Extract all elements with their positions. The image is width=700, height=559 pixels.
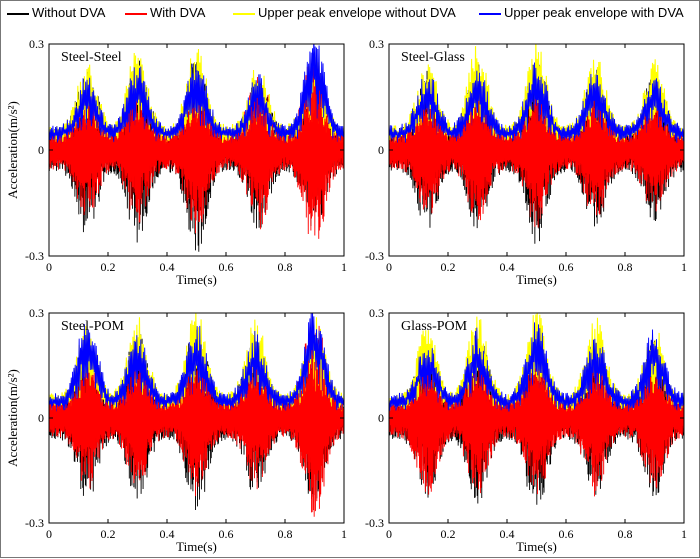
panel-title: Steel-Glass [401, 50, 465, 65]
x-tick-label: 1 [341, 260, 347, 274]
x-tick-label: 0 [386, 527, 392, 541]
y-axis-title: Acceleration(m/s²) [5, 369, 20, 467]
plot-area [389, 313, 684, 505]
x-tick-label: 0.4 [500, 260, 515, 274]
x-tick-label: 0.6 [219, 527, 234, 541]
y-tick-label: 0.3 [369, 37, 384, 51]
legend: Without DVA With DVA Upper peak envelope… [1, 3, 700, 25]
x-tick-label: 0 [46, 527, 52, 541]
x-tick-label: 0.6 [559, 260, 574, 274]
x-tick-label: 1 [681, 527, 687, 541]
x-tick-label: 0.2 [441, 260, 456, 274]
legend-label: Upper peak envelope with DVA [504, 5, 684, 20]
x-tick-label: 0.2 [101, 527, 116, 541]
y-tick-label: 0.3 [29, 37, 44, 51]
x-axis-title: Time(s) [176, 539, 217, 554]
series-with-dva-overlay [49, 78, 344, 217]
legend-label: With DVA [150, 5, 206, 20]
x-tick-label: 1 [681, 260, 687, 274]
legend-label: Without DVA [32, 5, 106, 20]
y-tick-label: 0 [378, 411, 384, 425]
x-tick-label: 0.8 [618, 260, 633, 274]
plot-area [389, 44, 684, 244]
x-tick-label: 0.8 [278, 527, 293, 541]
plot-area [49, 313, 344, 517]
panel-title: Glass-POM [401, 319, 468, 334]
legend-swatch-red [125, 12, 147, 15]
series-upper-peak-envelope-with-dva [49, 313, 344, 412]
series-with-dva-overlay [389, 368, 684, 463]
x-tick-label: 0.4 [160, 260, 175, 274]
y-tick-label: -0.3 [25, 249, 44, 263]
x-tick-label: 0.8 [278, 260, 293, 274]
legend-item-with-dva: With DVA [125, 5, 205, 20]
x-tick-label: 0 [46, 260, 52, 274]
panel-title: Steel-POM [61, 319, 125, 334]
panel-title: Steel-Steel [61, 50, 122, 65]
y-tick-label: -0.3 [365, 516, 384, 530]
y-tick-label: 0 [378, 143, 384, 157]
legend-item-env-with: Upper peak envelope with DVA [479, 5, 684, 20]
x-tick-label: 0.2 [101, 260, 116, 274]
x-axis-title: Time(s) [176, 272, 217, 287]
y-tick-label: 0 [38, 143, 44, 157]
legend-swatch-yellow [233, 12, 255, 15]
x-tick-label: 0.4 [500, 527, 515, 541]
panel-2: 0 0.2 0.4 0.6 0.8 1-0.300.3Time(s)Acceleratio… [5, 306, 347, 554]
x-tick-label: 0.4 [160, 527, 175, 541]
panel-0: 0 0.2 0.4 0.6 0.8 1-0.300.3Time(s)Acceleratio… [5, 37, 347, 287]
legend-item-env-without: Upper peak envelope without DVA [233, 5, 456, 20]
series-with-dva-overlay [49, 350, 344, 484]
x-axis-title: Time(s) [516, 539, 557, 554]
x-tick-label: 0.6 [559, 527, 574, 541]
y-axis-title: Acceleration(m/s²) [5, 101, 20, 199]
x-tick-label: 0.8 [618, 527, 633, 541]
series-with-dva-overlay [389, 99, 684, 195]
plot-area [49, 44, 344, 252]
y-tick-label: -0.3 [365, 249, 384, 263]
x-tick-label: 0 [386, 260, 392, 274]
y-tick-label: 0 [38, 411, 44, 425]
legend-swatch-black [7, 12, 29, 15]
x-tick-label: 0.2 [441, 527, 456, 541]
legend-label: Upper peak envelope without DVA [258, 5, 456, 20]
legend-swatch-blue [479, 12, 501, 15]
y-tick-label: -0.3 [25, 516, 44, 530]
x-tick-label: 1 [341, 527, 347, 541]
legend-item-without-dva: Without DVA [7, 5, 105, 20]
x-axis-title: Time(s) [516, 272, 557, 287]
y-tick-label: 0.3 [369, 306, 384, 320]
x-tick-label: 0.6 [219, 260, 234, 274]
y-tick-label: 0.3 [29, 306, 44, 320]
